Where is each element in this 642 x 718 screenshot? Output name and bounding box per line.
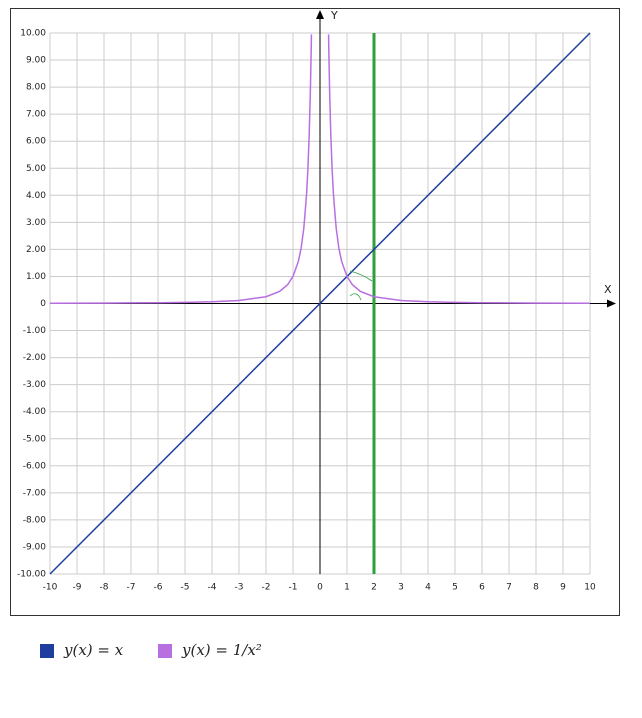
legend-swatch [158,644,172,658]
y-tick-label: -4.00 [23,407,47,417]
x-tick-label: -3 [235,583,244,593]
marks [49,32,591,575]
x-tick-label: 9 [560,583,566,593]
y-tick-label: 6.00 [26,137,46,147]
x-tick-label: 4 [425,583,431,593]
x-tick-label: 8 [533,583,539,593]
y-tick-label: 5.00 [26,164,46,174]
legend: y(x) = x y(x) = 1/x² [40,641,262,659]
x-tick-label: 7 [506,583,512,593]
y-tick-label: 7.00 [26,110,46,120]
y-tick-label: -6.00 [23,461,47,471]
x-tick-label: -1 [289,583,298,593]
x-tick-label: -7 [127,583,136,593]
series-line [49,34,591,304]
y-tick-label: -5.00 [23,434,47,444]
legend-label: y(x) = 1/x² [181,641,262,659]
x-tick-label: 5 [452,583,458,593]
x-tick-label: -10 [43,583,58,593]
y-tick-label: 4.00 [26,191,46,201]
y-tick-label: -7.00 [23,488,47,498]
y-tick-label: 8.00 [26,83,46,93]
y-tick-label: -9.00 [23,542,47,552]
x-tick-label: 0 [317,583,323,593]
legend-swatch [40,644,54,658]
x-tick-label: -6 [154,583,163,593]
y-tick-label: 3.00 [26,218,46,228]
y-tick-label: -1.00 [23,326,47,336]
x-axis-label: X [604,283,612,296]
y-tick-label: 10.00 [20,29,46,39]
y-axis-arrow [316,10,324,19]
frame [10,8,620,616]
y-tick-label: -10.00 [17,570,46,580]
y-tick-label: 1.00 [26,272,46,282]
x-tick-label: -9 [73,583,82,593]
x-axis-arrow [607,299,616,308]
y-tick-label: -2.00 [23,353,47,363]
y-tick-label: 2.00 [26,245,46,255]
y-tick-label: -8.00 [23,515,47,525]
y-axis-label: Y [330,9,338,22]
x-tick-label: -5 [181,583,190,593]
angle-marks [349,270,373,301]
legend-label: y(x) = x [63,641,124,659]
x-tick-label: 10 [584,583,596,593]
series-line [49,32,591,575]
x-tick-label: 2 [371,583,377,593]
x-tick-label: -8 [100,583,109,593]
x-tick-label: -4 [208,583,217,593]
x-tick-label: -2 [262,583,271,593]
x-tick-label: 1 [344,583,350,593]
y-tick-label: 9.00 [26,56,46,66]
x-tick-label: 3 [398,583,404,593]
y-tick-label: 0 [40,299,46,309]
x-tick-label: 6 [479,583,485,593]
y-tick-label: -3.00 [23,380,47,390]
